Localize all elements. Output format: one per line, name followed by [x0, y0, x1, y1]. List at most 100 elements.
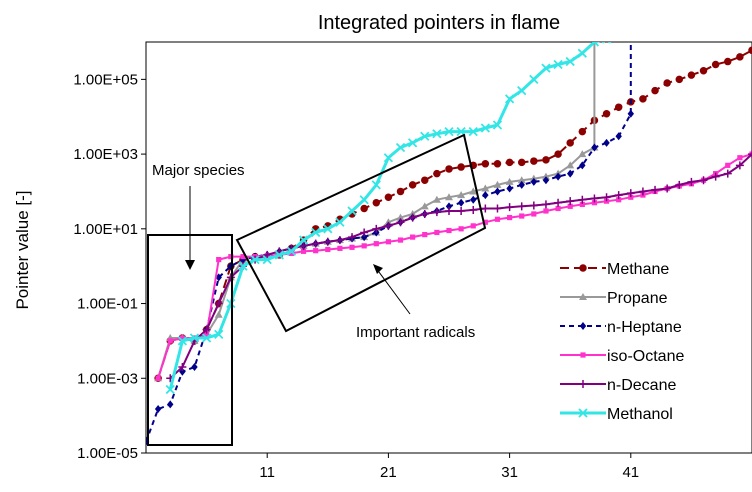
- legend-item-iso-octane: iso-Octane: [560, 348, 684, 365]
- data-point-iso-octane: [725, 162, 731, 168]
- data-point-iso-octane: [422, 232, 428, 238]
- data-point-n-decane: [420, 209, 429, 218]
- data-point-iso-octane: [470, 223, 476, 229]
- important-radicals-box: [235, 133, 487, 333]
- data-point-methanol: [371, 180, 381, 190]
- legend-label: n-Decane: [607, 377, 676, 394]
- data-point-n-decane: [505, 203, 514, 212]
- data-point-methanol: [262, 254, 272, 265]
- data-point-methane: [445, 165, 453, 173]
- data-point-n-decane: [675, 180, 684, 189]
- data-point-n-decane: [263, 250, 272, 259]
- data-point-iso-octane: [494, 216, 501, 222]
- data-point-iso-octane: [313, 248, 319, 254]
- data-point-n-heptane: [579, 161, 586, 170]
- data-point-n-decane: [614, 191, 623, 200]
- data-point-n-heptane: [215, 273, 222, 282]
- data-point-n-heptane: [191, 363, 198, 372]
- data-point-methane: [724, 57, 732, 66]
- data-point-methanol: [359, 195, 369, 205]
- data-point-n-heptane: [167, 400, 174, 409]
- chart-title: Integrated pointers in flame: [318, 12, 560, 34]
- data-point-methanol: [444, 126, 454, 137]
- data-point-methane: [396, 187, 405, 196]
- axes: 1.00E-05 1.00E-03 1.00E-01 1.00E+01 1.00E+03…: [73, 71, 639, 481]
- series-line-propane: [157, 42, 596, 379]
- data-point-methanol: [589, 42, 600, 47]
- data-point-n-decane: [651, 185, 660, 194]
- data-point-iso-octane: [216, 257, 222, 263]
- data-point-iso-octane: [446, 227, 452, 234]
- data-point-iso-octane: [228, 254, 234, 260]
- data-point-propane: [541, 172, 550, 180]
- data-point-methanol: [529, 74, 539, 84]
- data-point-methanol: [541, 63, 551, 73]
- data-point-iso-octane: [434, 229, 440, 236]
- data-point-n-decane: [457, 206, 466, 215]
- data-point-propane: [481, 184, 490, 192]
- data-point-n-decane: [323, 237, 332, 246]
- data-point-methanol: [492, 120, 503, 130]
- data-point-n-decane: [663, 184, 672, 193]
- legend-swatch-marker: [580, 352, 586, 358]
- data-point-n-heptane: [628, 1, 634, 9]
- legend: Methane Propane n-Heptane iso-Octane n-Decan…: [560, 261, 684, 423]
- important-radicals-arrowhead: [373, 264, 383, 274]
- data-point-n-decane: [517, 202, 526, 211]
- legend-label: iso-Octane: [607, 348, 684, 365]
- data-point-iso-octane: [482, 219, 488, 225]
- data-point-n-heptane: [154, 405, 162, 414]
- data-point-propane: [590, 1, 598, 8]
- data-point-propane: [214, 310, 223, 318]
- data-point-methanol: [323, 224, 333, 234]
- data-point-iso-octane: [458, 226, 464, 232]
- y-axis-title: Pointer value [-]: [13, 190, 32, 309]
- data-point-iso-octane: [337, 245, 343, 251]
- data-point-iso-octane: [325, 246, 331, 253]
- data-point-propane: [566, 161, 575, 169]
- y-tick-label: 1.00E+01: [73, 221, 138, 238]
- data-point-iso-octane: [167, 338, 173, 344]
- series-methanol: [165, 42, 612, 395]
- data-point-methanol: [238, 261, 248, 271]
- data-point-methane: [372, 198, 381, 207]
- data-point-n-decane: [638, 187, 647, 196]
- data-point-propane: [493, 180, 502, 188]
- data-point-propane: [445, 193, 453, 201]
- data-point-methane: [748, 46, 752, 55]
- data-point-methanol: [420, 131, 430, 141]
- data-point-methanol: [517, 85, 527, 96]
- data-point-iso-octane: [531, 211, 537, 217]
- data-point-n-decane: [408, 213, 417, 222]
- data-point-methane: [433, 169, 441, 178]
- data-point-iso-octane: [240, 254, 246, 260]
- data-point-n-decane: [554, 198, 563, 207]
- data-point-methane: [421, 176, 429, 184]
- data-point-iso-octane: [349, 244, 355, 250]
- data-point-n-decane: [202, 325, 211, 334]
- data-point-n-decane: [178, 363, 187, 372]
- data-point-n-heptane: [227, 262, 235, 271]
- data-point-iso-octane: [361, 243, 367, 249]
- data-point-methane: [505, 158, 514, 167]
- data-point-methane: [517, 158, 526, 167]
- data-point-propane: [457, 191, 466, 199]
- major-species-arrowhead: [185, 260, 195, 270]
- data-point-methanol: [177, 336, 187, 346]
- data-point-methane: [566, 139, 574, 147]
- legend-swatch-marker: [579, 322, 587, 330]
- data-point-propane: [396, 213, 405, 221]
- data-point-methane: [530, 157, 538, 165]
- data-point-methane: [614, 103, 623, 111]
- data-point-n-decane: [226, 273, 235, 282]
- data-point-n-heptane: [615, 132, 622, 141]
- data-point-n-decane: [432, 208, 441, 217]
- data-point-methane: [675, 75, 684, 84]
- data-point-n-heptane: [360, 233, 368, 242]
- data-point-n-decane: [590, 194, 599, 203]
- legend-swatch-marker: [579, 293, 587, 300]
- data-point-propane: [420, 202, 429, 210]
- data-point-iso-octane: [410, 234, 416, 240]
- data-point-n-heptane: [518, 180, 525, 189]
